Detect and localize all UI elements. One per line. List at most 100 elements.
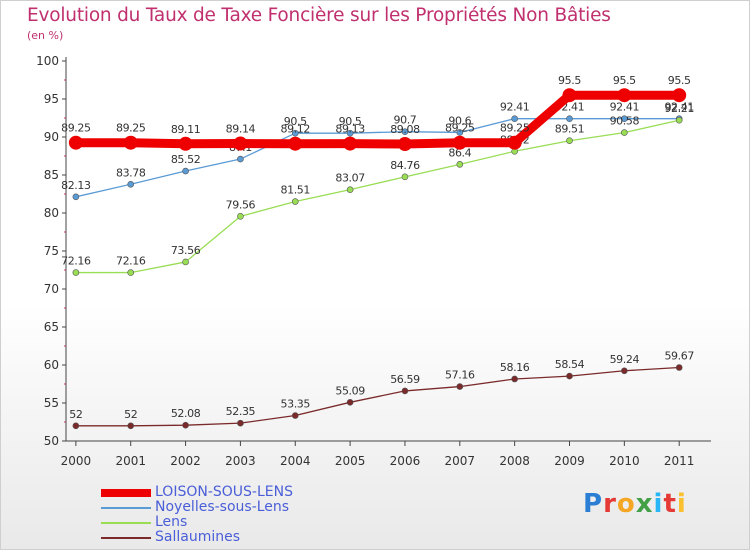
data-label: 90.7 <box>394 114 417 127</box>
data-label: 89.25 <box>116 122 146 135</box>
data-point <box>291 129 299 137</box>
line-chart: 50 55 60 65 70 75 80 85 90 95 100 2000 2001 2002 2003 2… <box>36 54 711 468</box>
logo-letter: r <box>603 489 617 519</box>
data-label: 83.07 <box>335 172 365 185</box>
data-label: 73.56 <box>171 244 201 257</box>
legend-swatch <box>101 488 151 497</box>
y-tick-label: 90 <box>44 130 59 144</box>
x-tick-label: 2006 <box>390 454 421 468</box>
y-axis-unit: (en %) <box>27 29 64 42</box>
legend-label: Lens <box>155 514 188 530</box>
data-point <box>72 422 80 430</box>
legend-label: Noyelles-sous-Lens <box>155 499 290 515</box>
series-line-noyelles-sous-lens <box>75 118 680 198</box>
logo-letter: i <box>653 489 664 519</box>
y-tick-label: 60 <box>44 358 59 372</box>
data-point <box>675 364 683 371</box>
data-label: 59.67 <box>664 350 694 363</box>
proxiti-logo: Proxiti <box>583 489 687 519</box>
x-tick-label: 2001 <box>115 454 146 468</box>
data-label: 86.4 <box>448 146 471 159</box>
data-label: 52 <box>124 408 137 421</box>
legend-swatch <box>101 521 151 524</box>
data-label: 89.11 <box>171 123 201 136</box>
y-tick-label: 85 <box>44 168 59 182</box>
data-label: 82.13 <box>61 179 91 192</box>
data-point <box>182 258 189 266</box>
x-tick-label: 2011 <box>664 454 695 468</box>
data-label: 55.09 <box>335 384 365 397</box>
x-tick-label: 2010 <box>609 454 640 468</box>
data-label: 89.13 <box>335 123 365 136</box>
data-point <box>397 136 412 151</box>
data-label: 89.08 <box>390 123 420 136</box>
logo-letter: i <box>676 489 687 519</box>
data-label: 72.16 <box>61 255 91 268</box>
data-label: 79.56 <box>226 198 256 211</box>
data-label: 53.35 <box>281 398 311 411</box>
data-label: 95.5 <box>613 74 636 87</box>
data-label: 85.52 <box>171 153 201 166</box>
y-tick-label: 70 <box>44 282 59 296</box>
legend-label: Sallaumines <box>155 529 241 545</box>
data-point <box>127 422 135 430</box>
data-label: 89.14 <box>226 123 256 136</box>
data-point <box>237 213 244 220</box>
data-label: 52.35 <box>226 405 256 418</box>
data-point <box>511 375 518 383</box>
data-point <box>237 419 244 427</box>
series-line-lens <box>75 119 680 274</box>
data-label: 81.51 <box>281 184 311 197</box>
data-point <box>456 161 464 168</box>
x-tick-label: 2005 <box>335 454 366 468</box>
data-point <box>182 421 189 429</box>
data-point <box>401 387 409 395</box>
data-label: 89.51 <box>555 123 585 136</box>
legend: LOISON-SOUS-LENS Noyelles-sous-Lens Lens Sa… <box>101 485 293 545</box>
x-tick-label: 2003 <box>225 454 256 468</box>
y-tick-label: 75 <box>44 244 59 258</box>
data-point <box>566 115 573 122</box>
data-label: 92.41 <box>664 101 694 114</box>
data-label: 89.25 <box>61 122 91 135</box>
legend-item: LOISON-SOUS-LENS <box>101 485 293 500</box>
data-point <box>291 198 299 205</box>
data-point <box>401 128 409 135</box>
data-point <box>675 116 683 124</box>
legend-swatch <box>101 536 151 539</box>
x-tick-label: 2004 <box>280 454 311 468</box>
data-point <box>566 372 573 380</box>
x-tick-label: 2009 <box>554 454 585 468</box>
x-tick-label: 2000 <box>61 454 92 468</box>
legend-label: LOISON-SOUS-LENS <box>155 484 293 500</box>
y-tick-label: 95 <box>44 92 59 106</box>
data-point <box>343 136 358 151</box>
data-label: 95.5 <box>668 74 691 87</box>
data-label: 83.78 <box>116 166 146 179</box>
data-point <box>346 399 354 406</box>
data-point <box>68 135 83 150</box>
x-tick-label: 2008 <box>499 454 530 468</box>
data-label: 84.76 <box>390 159 420 172</box>
data-point <box>123 135 138 150</box>
data-point <box>507 135 522 150</box>
data-point <box>621 367 628 375</box>
y-tick-label: 100 <box>36 54 59 68</box>
data-point <box>288 136 303 151</box>
data-label: 72.16 <box>116 255 146 268</box>
data-label: 89.12 <box>281 123 311 136</box>
data-point <box>621 129 628 136</box>
data-label: 92.41 <box>610 101 640 114</box>
legend-item: Sallaumines <box>101 530 293 545</box>
logo-letter: x <box>635 489 654 519</box>
data-label: 90.5 <box>339 115 362 128</box>
data-point <box>562 88 577 103</box>
data-point <box>346 186 354 193</box>
y-tick-label: 80 <box>44 206 59 220</box>
data-point <box>233 136 248 151</box>
data-label: 52 <box>69 408 82 421</box>
logo-letter: o <box>616 489 636 519</box>
data-point <box>452 135 467 150</box>
data-label: 57.16 <box>445 369 475 382</box>
